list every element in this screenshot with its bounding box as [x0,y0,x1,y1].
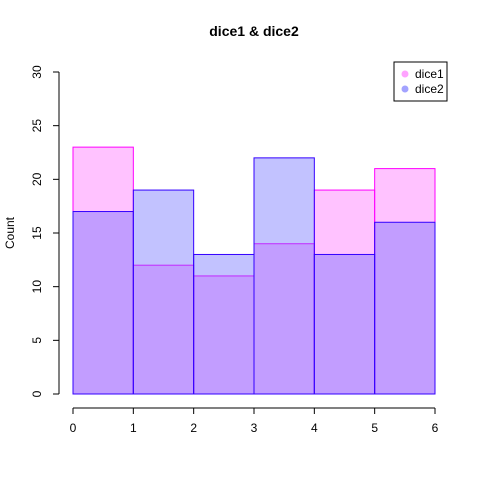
y-axis-label: Count [3,216,17,249]
y-tick-label: 25 [30,119,44,133]
y-axis: 0 5 10 15 20 25 30 [30,65,60,397]
x-tick-label: 1 [130,421,137,435]
chart-title: dice1 & dice2 [209,23,299,39]
bar-dice2-2 [193,253,255,395]
y-tick-label: 10 [30,280,44,294]
x-tick-label: 2 [190,421,197,435]
y-tick-label: 5 [30,337,44,344]
x-tick-label: 4 [311,421,318,435]
bar-dice1-0 [72,146,134,395]
legend-label-dice1: dice1 [415,67,444,81]
bar-dice2-3 [253,157,315,395]
y-tick-label: 0 [30,390,44,397]
bar-dice1-2 [193,275,255,395]
legend-swatch-dice1 [401,70,409,78]
bar-dice1-4 [313,189,376,395]
y-tick-label: 15 [30,226,44,240]
bar-dice1-5 [374,168,436,395]
bar-dice1-3 [253,243,315,395]
x-tick-label: 6 [432,421,439,435]
bar-dice2-1 [132,189,195,395]
bar-dice2-5 [374,221,436,395]
x-tick-label: 0 [70,421,77,435]
x-tick-label: 3 [251,421,258,435]
legend-box [393,61,448,102]
bar-dice2-0 [72,211,134,395]
y-tick-label: 20 [30,172,44,186]
bar-dice2-4 [313,253,376,395]
x-axis: 0 1 2 3 4 5 6 [70,407,439,435]
bar-dice1-1 [132,264,195,395]
x-tick-label: 5 [371,421,378,435]
legend-label-dice2: dice2 [415,82,444,96]
y-tick-label: 30 [30,65,44,79]
legend-swatch-dice2 [401,85,409,93]
histogram-bars [72,146,436,395]
